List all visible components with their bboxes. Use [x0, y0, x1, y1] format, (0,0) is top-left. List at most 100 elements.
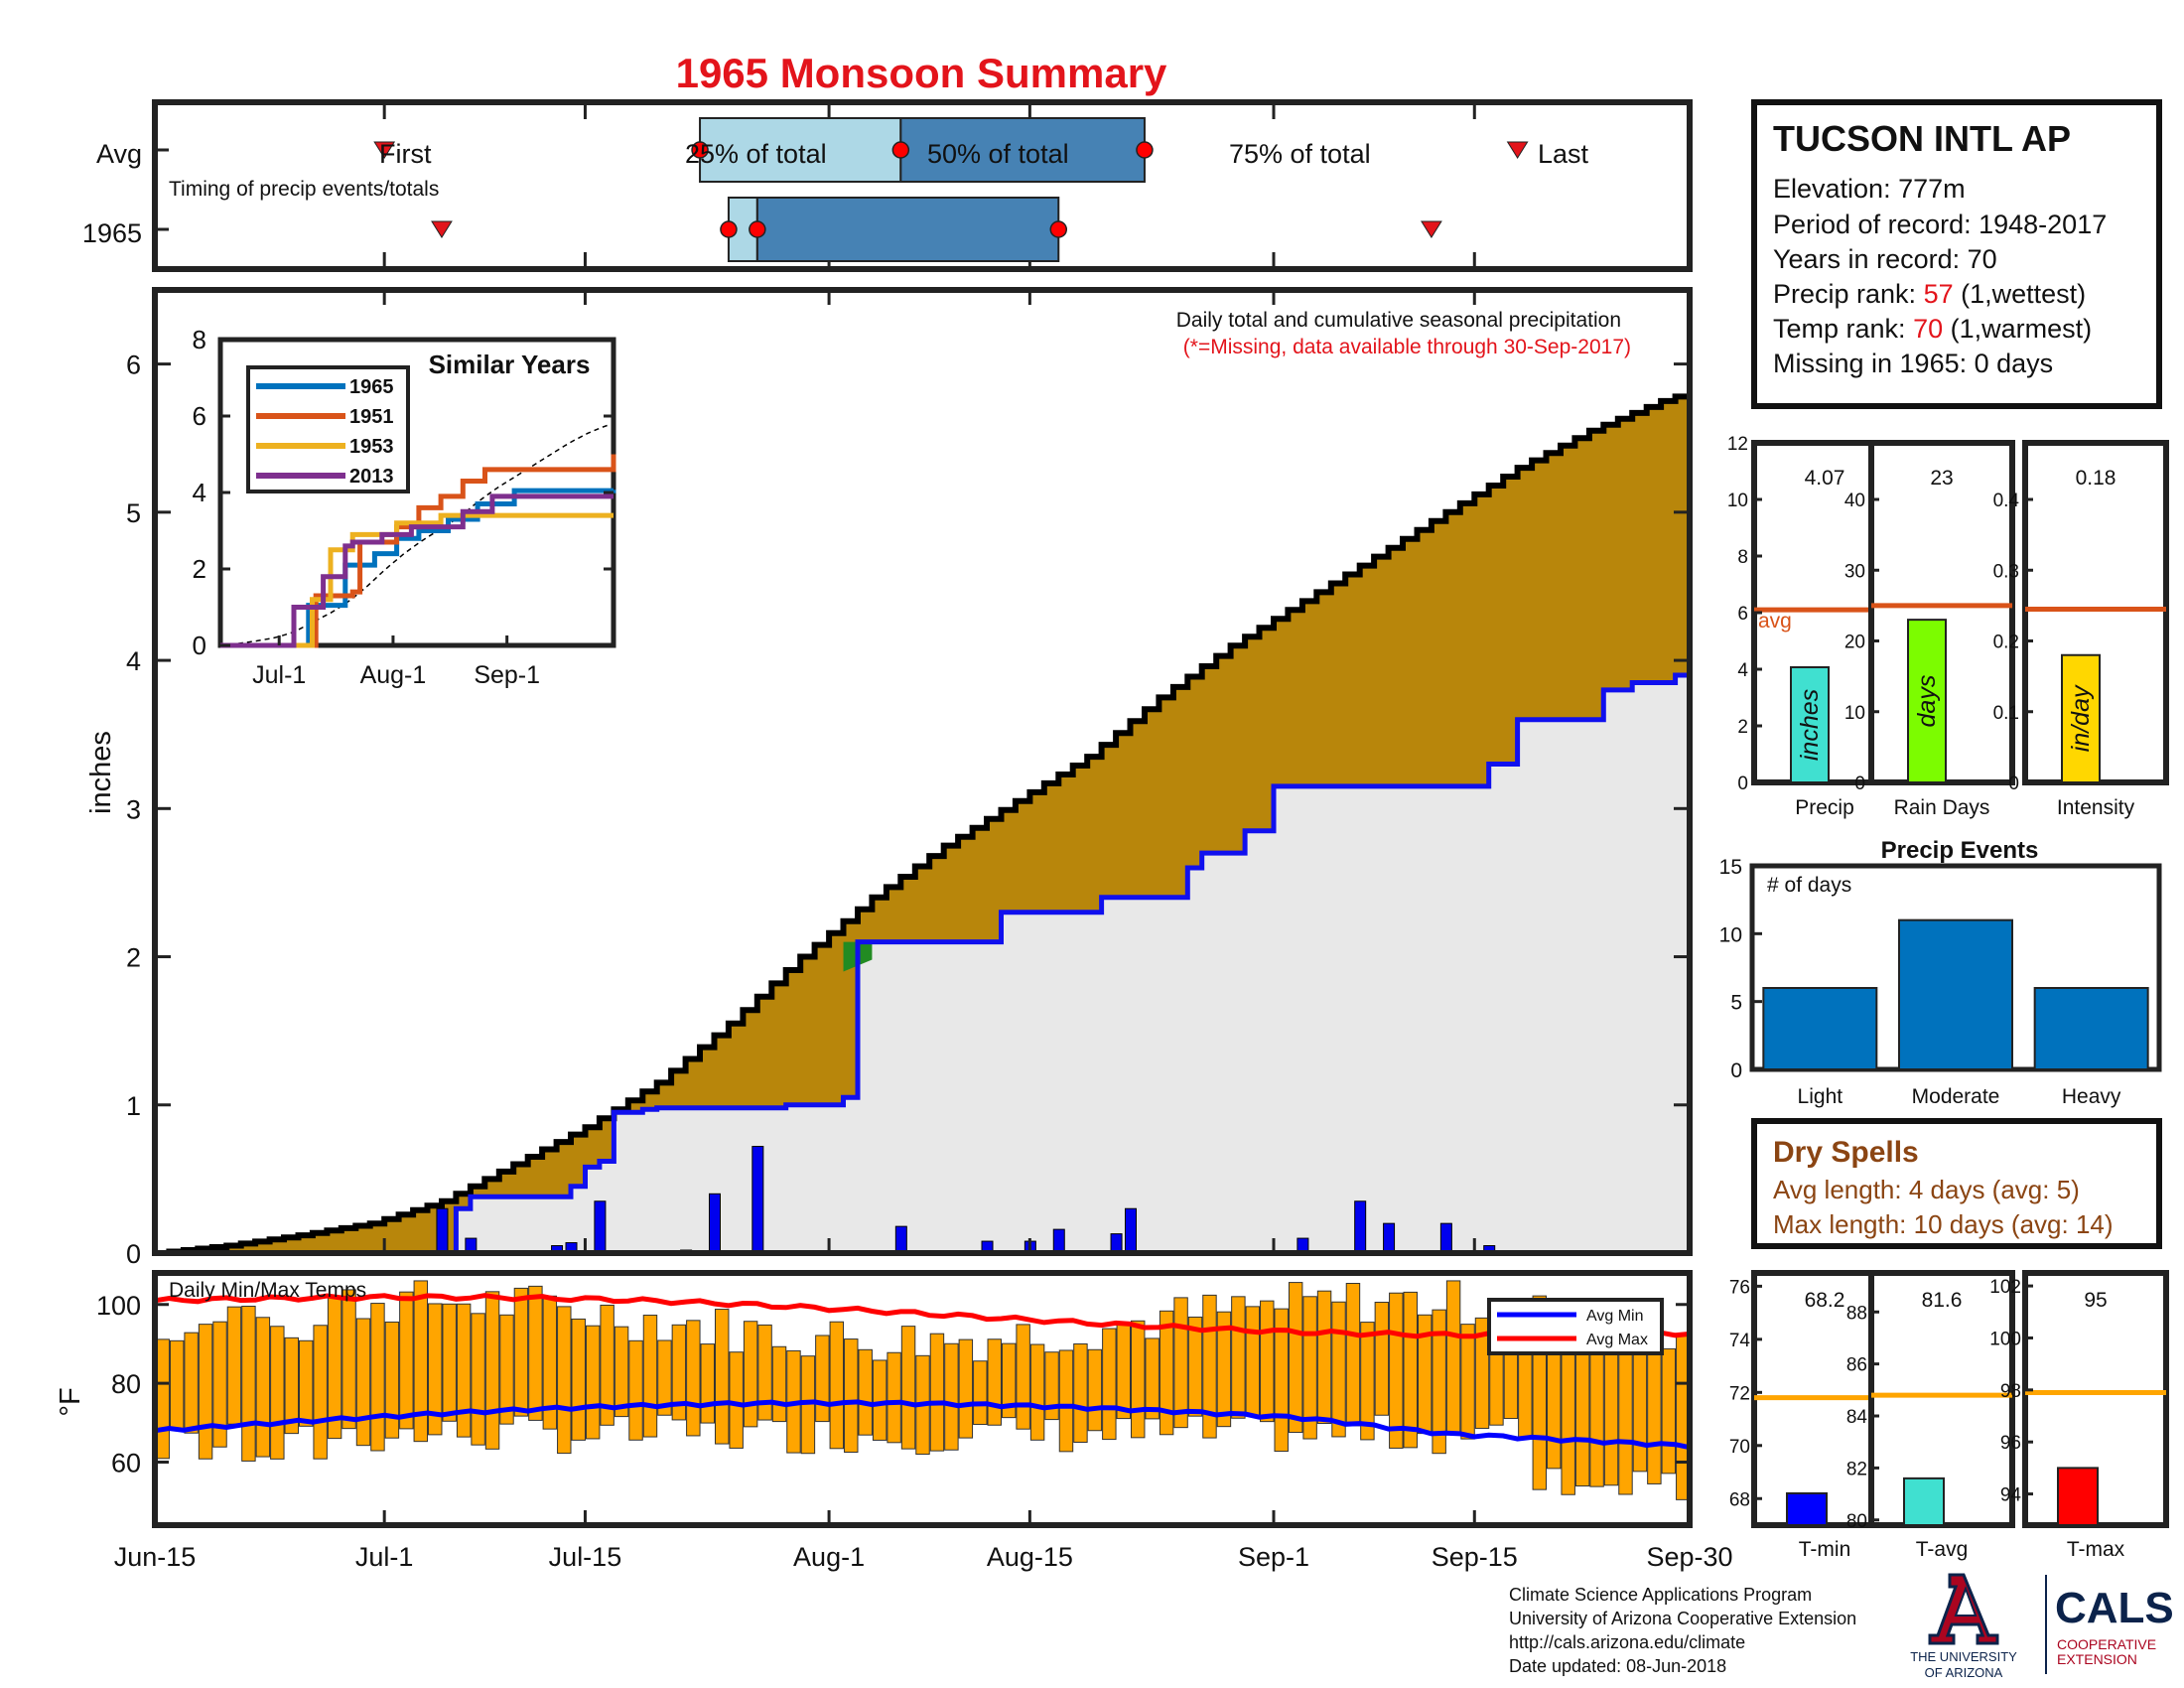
season-y-tick-label: 0.3	[1993, 561, 2019, 582]
daily-temp-bar	[771, 1345, 787, 1423]
date-tick-label: Aug-1	[793, 1542, 865, 1572]
timing-iqr-high-bar	[899, 117, 1146, 183]
daily-temp-bar	[1345, 1283, 1361, 1427]
date-tick-label: Sep-15	[1432, 1542, 1518, 1572]
temp-y-tick-label: 102	[1989, 1277, 2021, 1298]
temp-y-tick-label: 76	[1729, 1277, 1750, 1298]
main-y-axis: 0 1 2 3 4 5 6	[126, 290, 1690, 1269]
events-title: Precip Events	[1881, 837, 2039, 864]
temp-panel-label: T-max	[2067, 1538, 2125, 1561]
daily-temp-bar	[987, 1338, 1002, 1426]
daily-temp-bar	[686, 1320, 701, 1437]
temps-plot-frame	[152, 1270, 1693, 1528]
inset-legend-label: 1951	[349, 406, 394, 428]
daily-temp-bar	[384, 1321, 400, 1439]
daily-temp-bar	[585, 1325, 601, 1440]
season-y-tick-label: 20	[1844, 633, 1865, 653]
dry-spells-frame	[1751, 1118, 2162, 1249]
temp-y-tick-label: 72	[1729, 1383, 1750, 1404]
temps-y-tick-label: 80	[111, 1369, 141, 1399]
daily-temp-bar	[944, 1342, 959, 1451]
ua-block-a-counter	[1954, 1586, 1978, 1617]
season-panel-label: Rain Days	[1894, 796, 1990, 819]
temp-rank-value: 70	[1913, 314, 1943, 344]
timing-row-avg-label: Avg	[96, 139, 142, 169]
daily-temp-bar	[284, 1336, 299, 1435]
inset-y-tick-label: 6	[193, 401, 206, 431]
season-value-label: 4.07	[1805, 467, 1845, 490]
inset-x-tick-label: Jul-1	[252, 661, 306, 689]
daily-temp-bar	[757, 1324, 772, 1421]
daily-temp-bar	[973, 1360, 988, 1426]
daily-temp-bar	[499, 1314, 514, 1425]
daily-temp-bar	[1445, 1280, 1461, 1435]
season-y-tick-label: 0.1	[1993, 703, 2019, 724]
main-y-tick-label: 3	[126, 794, 141, 824]
temp-value-bar	[1786, 1491, 1828, 1526]
season-panel-label: Precip	[1795, 796, 1854, 819]
daily-temp-bar	[1216, 1311, 1232, 1428]
daily-temp-bar	[1131, 1320, 1146, 1439]
daily-temp-bar	[341, 1289, 356, 1430]
legend-avg-max-label: Avg Max	[1586, 1332, 1648, 1348]
daily-temp-bar	[1001, 1342, 1017, 1419]
main-plot-area	[155, 392, 1693, 1256]
daily-temp-bar	[1316, 1290, 1332, 1425]
daily-temp-bar	[1360, 1322, 1375, 1441]
cals-wordmark: CALS	[2055, 1584, 2174, 1632]
timing-p75-label: 75% of total	[1229, 139, 1371, 169]
inset-y-tick-label: 2	[193, 554, 206, 584]
season-unit-label: in/day	[2067, 684, 2095, 752]
timing-row-year-label: 1965	[82, 218, 142, 248]
temp-y-tick-label: 80	[1846, 1511, 1867, 1532]
timing-first-last-marker	[1506, 141, 1529, 159]
season-value-label: 23	[1930, 467, 1953, 490]
daily-temp-bar	[829, 1321, 845, 1450]
daily-temp-bar	[1016, 1324, 1030, 1430]
date-tick-label: Sep-30	[1646, 1542, 1732, 1572]
station-years: Years in record: 70	[1773, 244, 1997, 274]
temps-plot-area	[154, 1280, 1691, 1500]
daily-temp-bar	[355, 1318, 371, 1447]
date-tick-label: Jul-1	[355, 1542, 414, 1572]
season-y-tick-label: 0	[2008, 774, 2019, 794]
temp-y-tick-label: 68	[1729, 1489, 1750, 1510]
date-axis: Jun-15 Jul-1 Jul-15 Aug-1 Aug-15 Sep-1 Sep-15 S…	[114, 1510, 1733, 1572]
temp-panel-label: T-min	[1799, 1538, 1851, 1561]
station-name: TUCSON INTL AP	[1773, 118, 2071, 159]
main-note-1: Daily total and cumulative seasonal prec…	[1176, 309, 1621, 332]
footer-line-2: University of Arizona Cooperative Extens…	[1509, 1609, 1856, 1628]
daily-temp-bar	[528, 1285, 543, 1421]
daily-precip-bar	[436, 1207, 449, 1254]
precip-event-bar	[1762, 987, 1878, 1070]
inset-x-tick-label: Aug-1	[360, 661, 427, 689]
university-of-arizona-logo: THE UNIVERSITY OF ARIZONA	[1910, 1573, 2017, 1680]
precip-rank-note: (1,wettest)	[1954, 279, 2087, 309]
daily-temp-bar	[184, 1332, 199, 1434]
date-tick-label: Aug-15	[987, 1542, 1073, 1572]
timing-percentile-marker	[691, 141, 709, 159]
daily-temp-bar	[1374, 1302, 1390, 1416]
daily-temp-bar	[484, 1291, 500, 1450]
season-y-tick-label: 6	[1737, 604, 1748, 625]
daily-temp-bar	[642, 1315, 658, 1438]
daily-temp-bar	[1647, 1341, 1662, 1484]
daily-temp-bar	[1159, 1310, 1174, 1436]
temp-value-label: 81.6	[1922, 1289, 1963, 1312]
cals-sub-2: EXTENSION	[2057, 1651, 2137, 1667]
season-y-tick-label: 8	[1737, 547, 1748, 568]
season-y-tick-label: 12	[1727, 434, 1748, 455]
daily-temp-bar	[212, 1321, 227, 1448]
ua-line-1: THE UNIVERSITY	[1910, 1649, 2017, 1664]
daily-precip-bar	[594, 1200, 607, 1254]
daily-temp-bar	[929, 1333, 945, 1452]
daily-temp-bar	[313, 1325, 328, 1460]
events-plot-area: Light Moderate Heavy 0 5 10 15	[1719, 856, 2149, 1108]
daily-temp-bar	[671, 1324, 687, 1421]
temperature-summary-panels: 68.2 T-min 68 70 72 74 76 81.6 T-avg 80 82 84 86 88 95…	[1729, 1270, 2169, 1561]
footer-line-3: http://cals.arizona.edu/climate	[1509, 1632, 1745, 1652]
daily-temp-bar	[513, 1287, 529, 1417]
station-period: Period of record: 1948-2017	[1773, 210, 2107, 239]
precip-event-label: Moderate	[1912, 1085, 2000, 1108]
daily-temp-bar	[729, 1351, 744, 1449]
